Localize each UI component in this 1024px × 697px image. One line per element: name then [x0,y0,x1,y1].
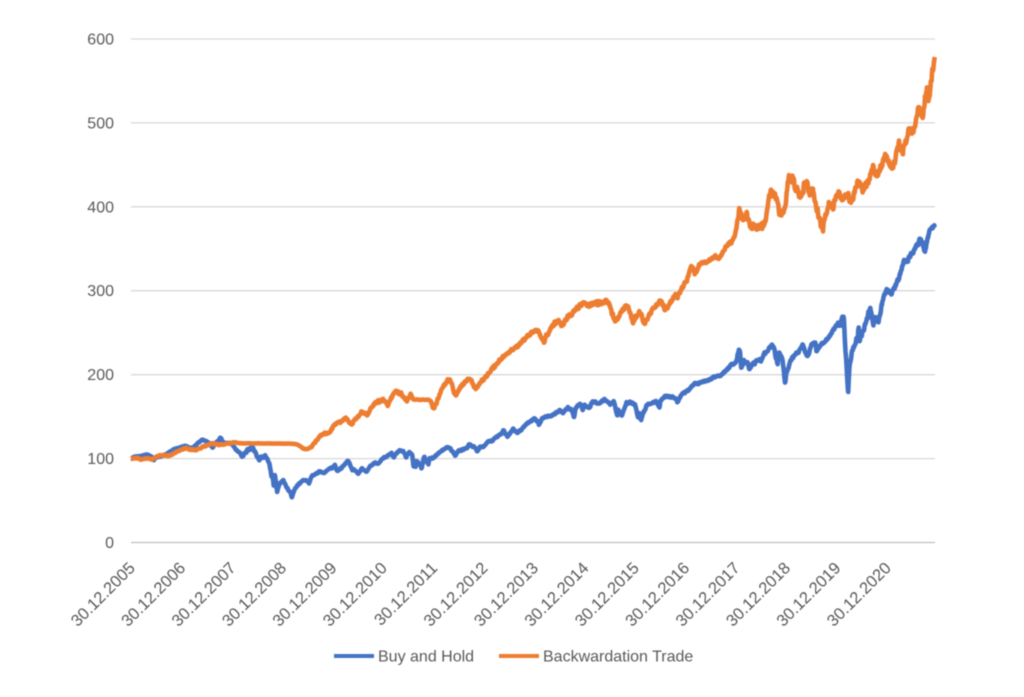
svg-text:100: 100 [87,451,114,468]
svg-text:300: 300 [87,283,114,300]
svg-text:400: 400 [87,199,114,216]
svg-text:200: 200 [87,367,114,384]
svg-text:0: 0 [105,535,114,552]
svg-text:500: 500 [87,115,114,132]
svg-text:Buy and Hold: Buy and Hold [378,649,474,666]
svg-text:600: 600 [87,32,114,49]
svg-text:Backwardation Trade: Backwardation Trade [543,649,693,666]
